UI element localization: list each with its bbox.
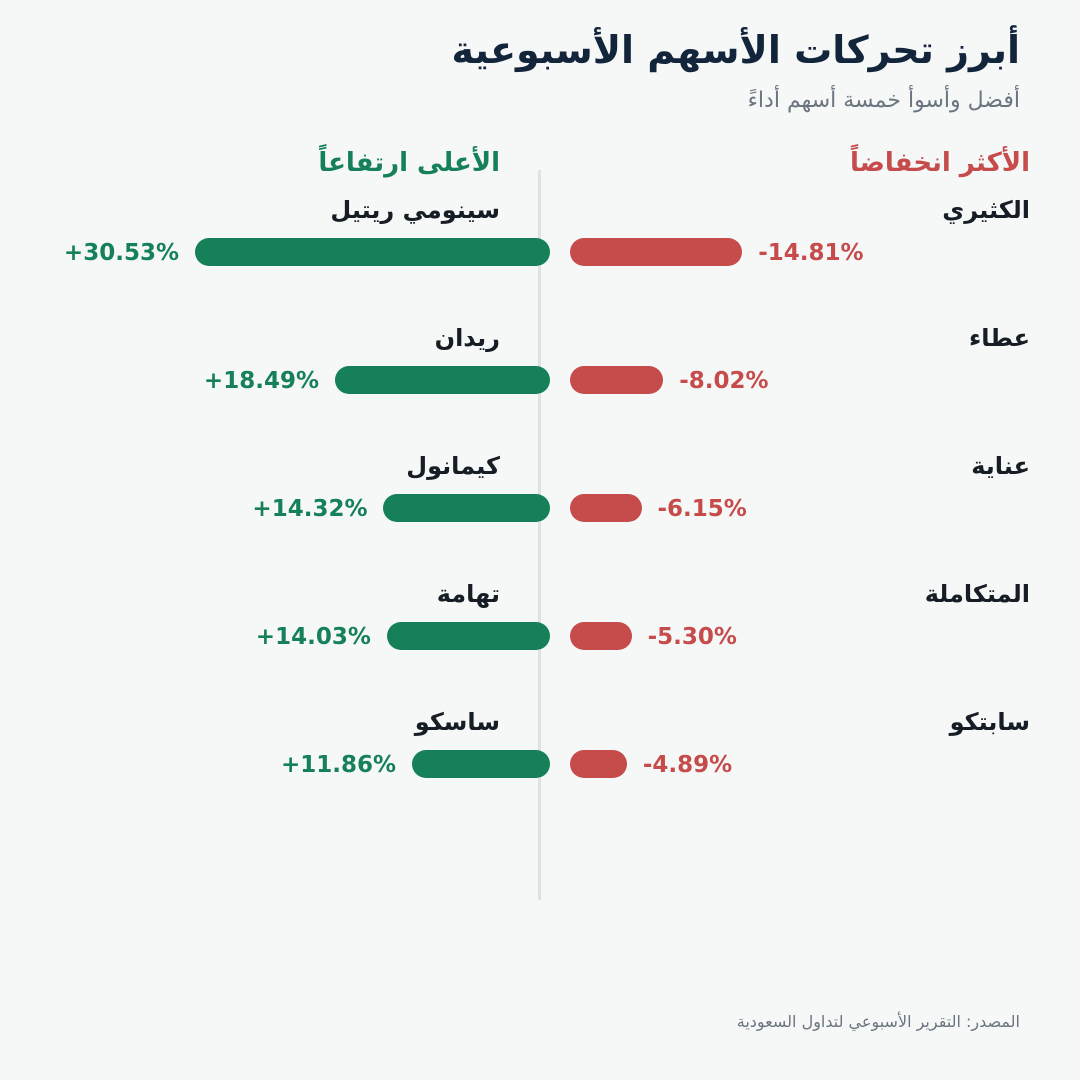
gainer-stock-name: ريدان — [434, 324, 500, 352]
gainer-percent-label: +30.53% — [63, 240, 179, 266]
loser-percent-label: -14.81% — [758, 240, 864, 266]
gainer-stock-name: ساسكو — [414, 708, 500, 736]
loser-percent-label: -4.89% — [642, 752, 733, 778]
gainer-bar — [383, 494, 550, 522]
gainer-percent-label: +11.86% — [281, 752, 397, 778]
loser-stock-name: سابتكو — [949, 708, 1030, 736]
loser-stock-name: المتكاملة — [924, 580, 1030, 608]
center-divider — [538, 170, 541, 900]
losers-panel-title: الأكثر انخفاضاً — [849, 148, 1030, 178]
loser-stock-name: الكثيري — [942, 196, 1030, 224]
loser-stock-name: عطاء — [968, 324, 1030, 352]
loser-percent-label: -8.02% — [679, 368, 769, 394]
loser-percent-label: -5.30% — [647, 624, 737, 650]
gainer-stock-name: كيمانول — [406, 452, 500, 480]
gainer-bar — [335, 366, 550, 394]
loser-bar — [570, 622, 632, 650]
gainer-percent-label: +14.32% — [252, 496, 368, 522]
loser-percent-label: -6.15% — [657, 496, 747, 522]
chart-subtitle: أفضل وأسوأ خمسة أسهم أداءً — [747, 88, 1020, 113]
loser-bar — [570, 238, 743, 266]
loser-bar — [570, 494, 642, 522]
gainer-bar — [412, 750, 550, 778]
gainer-bar — [195, 238, 550, 266]
loser-stock-name: عناية — [971, 452, 1030, 480]
loser-bar — [570, 366, 664, 394]
gainer-stock-name: تهامة — [436, 580, 500, 608]
chart-title: أبرز تحركات الأسهم الأسبوعية — [451, 28, 1020, 72]
gainer-stock-name: سينومي ريتيل — [330, 196, 500, 224]
gainer-bar — [386, 622, 550, 650]
source-note: المصدر: التقرير الأسبوعي لتداول السعودية — [736, 1012, 1020, 1031]
gainer-percent-label: +14.03% — [255, 624, 371, 650]
gainer-percent-label: +18.49% — [203, 368, 319, 394]
gainers-panel-title: الأعلى ارتفاعاً — [318, 148, 500, 178]
loser-bar — [570, 750, 627, 778]
